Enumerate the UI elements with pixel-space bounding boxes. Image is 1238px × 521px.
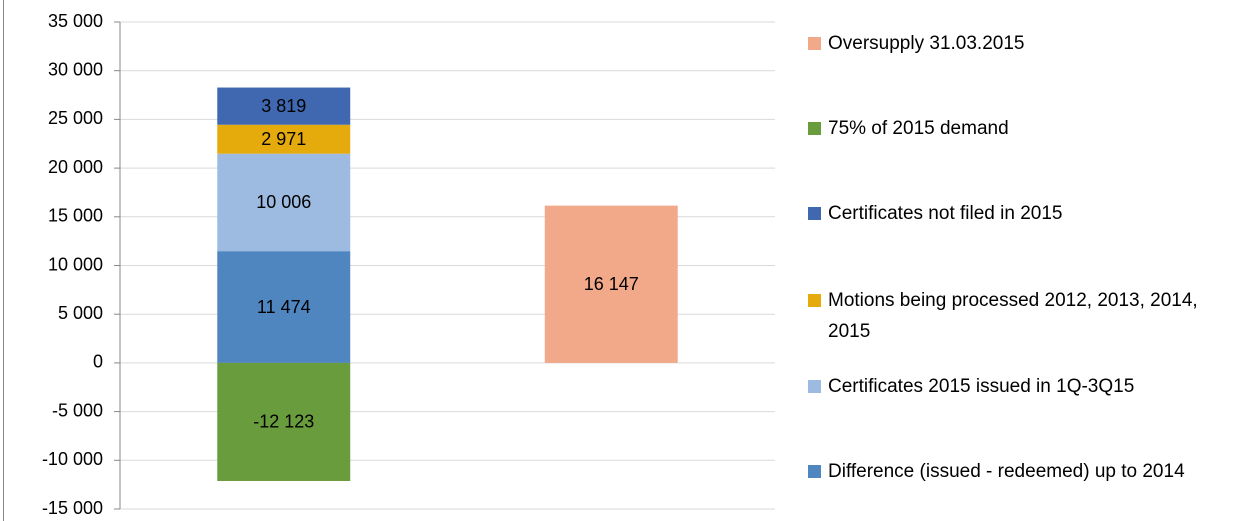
legend-label: Difference (issued - redeemed) up to 201… — [828, 461, 1185, 482]
legend-swatch — [808, 207, 821, 220]
y-tick-label: 35 000 — [48, 11, 103, 31]
bar-segment — [217, 153, 351, 252]
legend-label: Certificates 2015 issued in 1Q-3Q15 — [828, 376, 1135, 397]
y-tick-label: 20 000 — [48, 157, 103, 177]
legend-item: Difference (issued - redeemed) up to 201… — [808, 456, 1203, 487]
data-label: 3 819 — [261, 96, 306, 116]
bar-segment — [217, 87, 351, 125]
legend-swatch — [808, 294, 821, 307]
y-tick-label: -5 000 — [52, 400, 103, 420]
bar-segment — [217, 124, 351, 154]
legend-swatch — [808, 37, 821, 50]
y-tick-label: -15 000 — [42, 498, 103, 518]
y-tick-label: 5 000 — [58, 303, 103, 323]
bar-segment — [217, 251, 351, 363]
legend-swatch — [808, 122, 821, 135]
legend-swatch — [808, 380, 821, 393]
legend-item: Oversupply 31.03.2015 — [808, 28, 1203, 59]
legend-label: Oversupply 31.03.2015 — [828, 33, 1025, 54]
data-label: -12 123 — [253, 412, 314, 432]
data-label: 11 474 — [257, 297, 311, 317]
y-tick-label: -10 000 — [42, 449, 103, 469]
legend-item: 75% of 2015 demand — [808, 113, 1203, 144]
data-label: 16 147 — [584, 274, 639, 294]
legend-item: Motions being processed 2012, 2013, 2014… — [808, 285, 1203, 347]
legend-label: 75% of 2015 demand — [828, 118, 1009, 139]
y-tick-label: 15 000 — [48, 206, 103, 226]
legend-item: Certificates not filed in 2015 — [808, 198, 1203, 229]
y-tick-label: 0 — [93, 352, 103, 372]
data-label: 2 971 — [261, 129, 306, 149]
bar-segment — [217, 362, 351, 481]
bar-segment — [544, 205, 678, 363]
y-tick-label: 30 000 — [48, 59, 103, 79]
legend-label: Certificates not filed in 2015 — [828, 203, 1063, 224]
data-label: 10 006 — [256, 192, 311, 212]
legend-item: Certificates 2015 issued in 1Q-3Q15 — [808, 371, 1203, 402]
legend-swatch — [808, 465, 821, 478]
y-tick-label: 25 000 — [48, 108, 103, 128]
legend-label: Motions being processed 2012, 2013, 2014… — [828, 290, 1198, 342]
y-tick-label: 10 000 — [48, 254, 103, 274]
